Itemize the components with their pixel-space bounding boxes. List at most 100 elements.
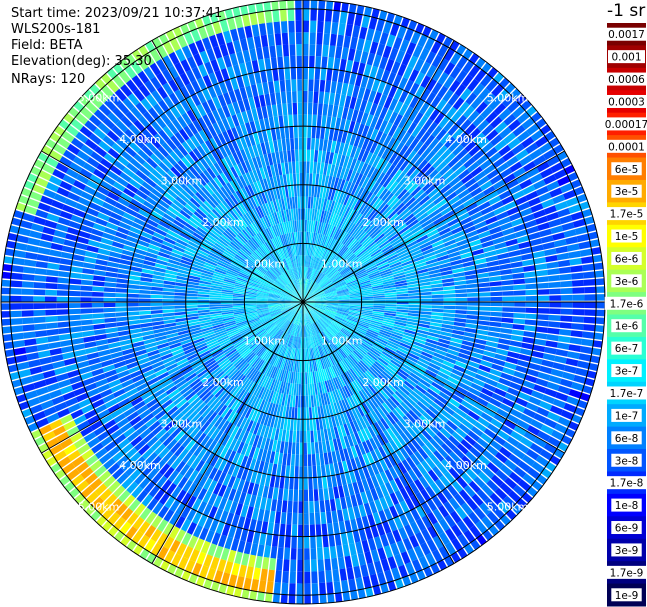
- ppi-cell-3809: [197, 418, 208, 430]
- ppi-cell-1287: [449, 255, 462, 262]
- ppi-cell-1620: [396, 306, 409, 310]
- ppi-cell-3598: [242, 405, 250, 417]
- ppi-cell-2224: [431, 402, 443, 413]
- ppi-cell-1102: [407, 243, 420, 251]
- ppi-cell-3579: [208, 480, 218, 493]
- ppi-cell-2502: [343, 358, 352, 370]
- ppi-cell-4443: [29, 366, 43, 375]
- ppi-cell-1998: [536, 406, 550, 417]
- ppi-cell-169: [326, 139, 333, 152]
- ppi-cell-3332: [289, 347, 294, 360]
- ppi-cell-4518: [59, 339, 73, 347]
- ppi-cell-2939: [304, 313, 308, 326]
- ppi-cell-4501: [256, 307, 269, 311]
- ppi-cell-2755: [409, 572, 419, 584]
- ppi-cell-1578: [514, 302, 526, 307]
- ppi-cell-3012: [331, 557, 339, 571]
- ppi-cell-874: [445, 172, 458, 184]
- ppi-cell-4453: [211, 319, 224, 324]
- ppi-cell-3042: [303, 302, 304, 314]
- ppi-cell-3261: [281, 429, 287, 442]
- ppi-cell-3619: [268, 352, 275, 364]
- ppi-cell-3595: [258, 374, 266, 386]
- ppi-cell-2022: [512, 403, 526, 413]
- ppi-cell-4447: [280, 304, 292, 308]
- ppi-cell-4903: [119, 259, 132, 266]
- ppi-cell-770: [432, 157, 444, 169]
- ppi-cell-4359: [102, 364, 116, 373]
- ppi-cell-1974: [560, 409, 574, 420]
- ppi-cell-3276: [300, 302, 303, 314]
- ppi-cell-3831: [224, 380, 235, 392]
- ppi-cell-2535: [386, 427, 396, 440]
- ppi-cell-4140: [232, 337, 243, 345]
- ppi-cell-3881: [237, 360, 247, 371]
- ppi-cell-1028: [443, 210, 455, 220]
- ppi-cell-561: [394, 142, 405, 154]
- ppi-cell-83: [307, 231, 310, 244]
- ppi-cell-138: [315, 197, 319, 210]
- ppi-cell-1124: [366, 266, 378, 274]
- ppi-cell-3575: [229, 438, 238, 451]
- ppi-cell-1830: [415, 332, 428, 339]
- ppi-cell-2298: [388, 380, 399, 391]
- ppi-cell-2923: [327, 428, 333, 441]
- ppi-cell-2321: [361, 358, 372, 368]
- ppi-cell-2533: [373, 408, 383, 420]
- ppi-cell-3782: [207, 411, 218, 423]
- ppi-cell-3381: [296, 313, 300, 325]
- ppi-cell-929: [479, 159, 493, 171]
- ppi-cell-2087: [373, 343, 385, 351]
- ppi-cell-4039: [208, 364, 220, 374]
- ppi-cell-995: [371, 250, 383, 259]
- ppi-cell-3559: [183, 546, 194, 560]
- ppi-cell-3654: [211, 442, 221, 455]
- ppi-cell-4256: [99, 388, 113, 398]
- ppi-cell-2452: [360, 374, 370, 386]
- ppi-cell-1538: [349, 300, 362, 302]
- ppi-cell-4944: [246, 285, 258, 290]
- ppi-cell-4854: [82, 262, 96, 269]
- ppi-cell-2841: [324, 380, 330, 393]
- ppi-cell-3714: [151, 515, 163, 529]
- ppi-cell-3309: [283, 382, 288, 395]
- ppi-cell-1409: [360, 291, 373, 295]
- ppi-cell-4504: [222, 313, 234, 317]
- ppi-cell-4694: [127, 298, 139, 302]
- ppi-cell-2168: [398, 368, 410, 378]
- ppi-cell-775: [472, 114, 485, 127]
- ppi-cell-3673: [252, 371, 261, 382]
- ppi-cell-621: [455, 70, 468, 83]
- ppi-cell-3411: [281, 357, 287, 370]
- ppi-cell-4016: [182, 388, 194, 398]
- ppi-cell-997: [391, 238, 403, 247]
- ppi-cell-4575: [2, 334, 13, 342]
- ppi-cell-4381: [145, 346, 158, 353]
- ppi-cell-4601: [2, 326, 12, 334]
- ppi-cell-3947: [112, 467, 125, 480]
- ppi-cell-2781: [402, 575, 412, 587]
- ppi-cell-3197: [280, 594, 288, 604]
- ppi-cell-2279: [451, 431, 464, 443]
- ppi-cell-2206: [508, 453, 522, 466]
- ppi-cell-2776: [382, 521, 392, 534]
- ppi-cell-173: [334, 93, 341, 106]
- ppi-cell-4179: [97, 409, 110, 420]
- ppi-cell-2813: [319, 357, 325, 370]
- ppi-cell-965: [332, 275, 343, 283]
- ppi-cell-1377: [589, 239, 600, 248]
- ppi-cell-441: [422, 26, 432, 37]
- ppi-cell-838: [355, 247, 366, 256]
- ppi-cell-1651: [454, 314, 467, 319]
- ppi-heatmap: [1, 0, 605, 604]
- ppi-cell-3768: [125, 526, 138, 540]
- ppi-cell-865: [365, 241, 376, 250]
- ppi-cell-2418: [303, 302, 311, 312]
- ppi-cell-3493: [258, 399, 266, 412]
- ppi-cell-1820: [303, 302, 315, 306]
- ppi-cell-241: [322, 210, 327, 223]
- ppi-cell-627: [323, 264, 332, 274]
- ppi-cell-121: [323, 92, 330, 105]
- ppi-cell-2368: [318, 319, 328, 328]
- ppi-cell-4024: [108, 445, 121, 457]
